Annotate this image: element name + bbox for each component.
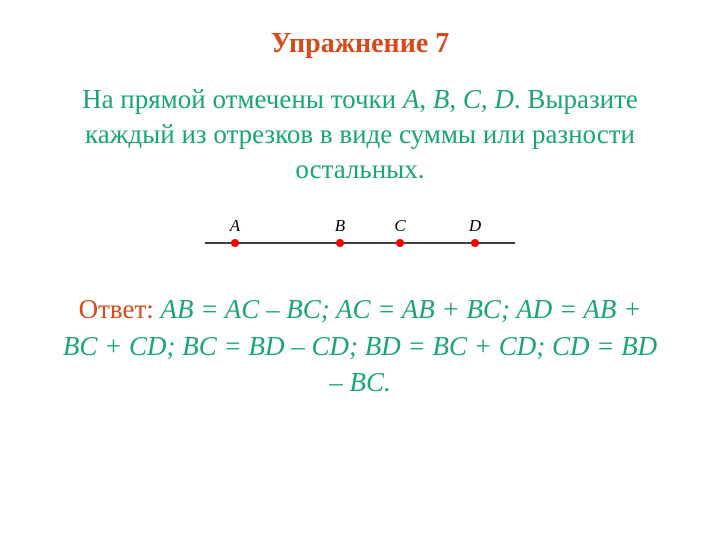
svg-text:A: A xyxy=(229,216,241,235)
problem-statement: На прямой отмечены точки A, B, C, D. Выр… xyxy=(60,82,660,187)
problem-point-b: B xyxy=(433,84,450,114)
sep2: , xyxy=(449,84,463,114)
svg-text:D: D xyxy=(468,216,482,235)
dot: . xyxy=(514,84,528,114)
problem-prefix: На прямой отмечены точки xyxy=(82,84,403,114)
problem-point-d: D xyxy=(494,84,514,114)
problem-point-c: C xyxy=(463,84,481,114)
svg-text:B: B xyxy=(335,216,346,235)
answer-block: Ответ: AB = AC – BC; AC = AB + BC; AD = … xyxy=(60,291,660,400)
line-diagram: A B C D xyxy=(60,215,660,255)
sep3: , xyxy=(481,84,495,114)
answer-label: Ответ: xyxy=(79,294,161,324)
svg-text:C: C xyxy=(394,216,406,235)
exercise-title: Упражнение 7 xyxy=(60,28,660,60)
sep1: , xyxy=(419,84,433,114)
line-diagram-svg: A B C D xyxy=(195,215,525,255)
problem-point-a: A xyxy=(403,84,420,114)
